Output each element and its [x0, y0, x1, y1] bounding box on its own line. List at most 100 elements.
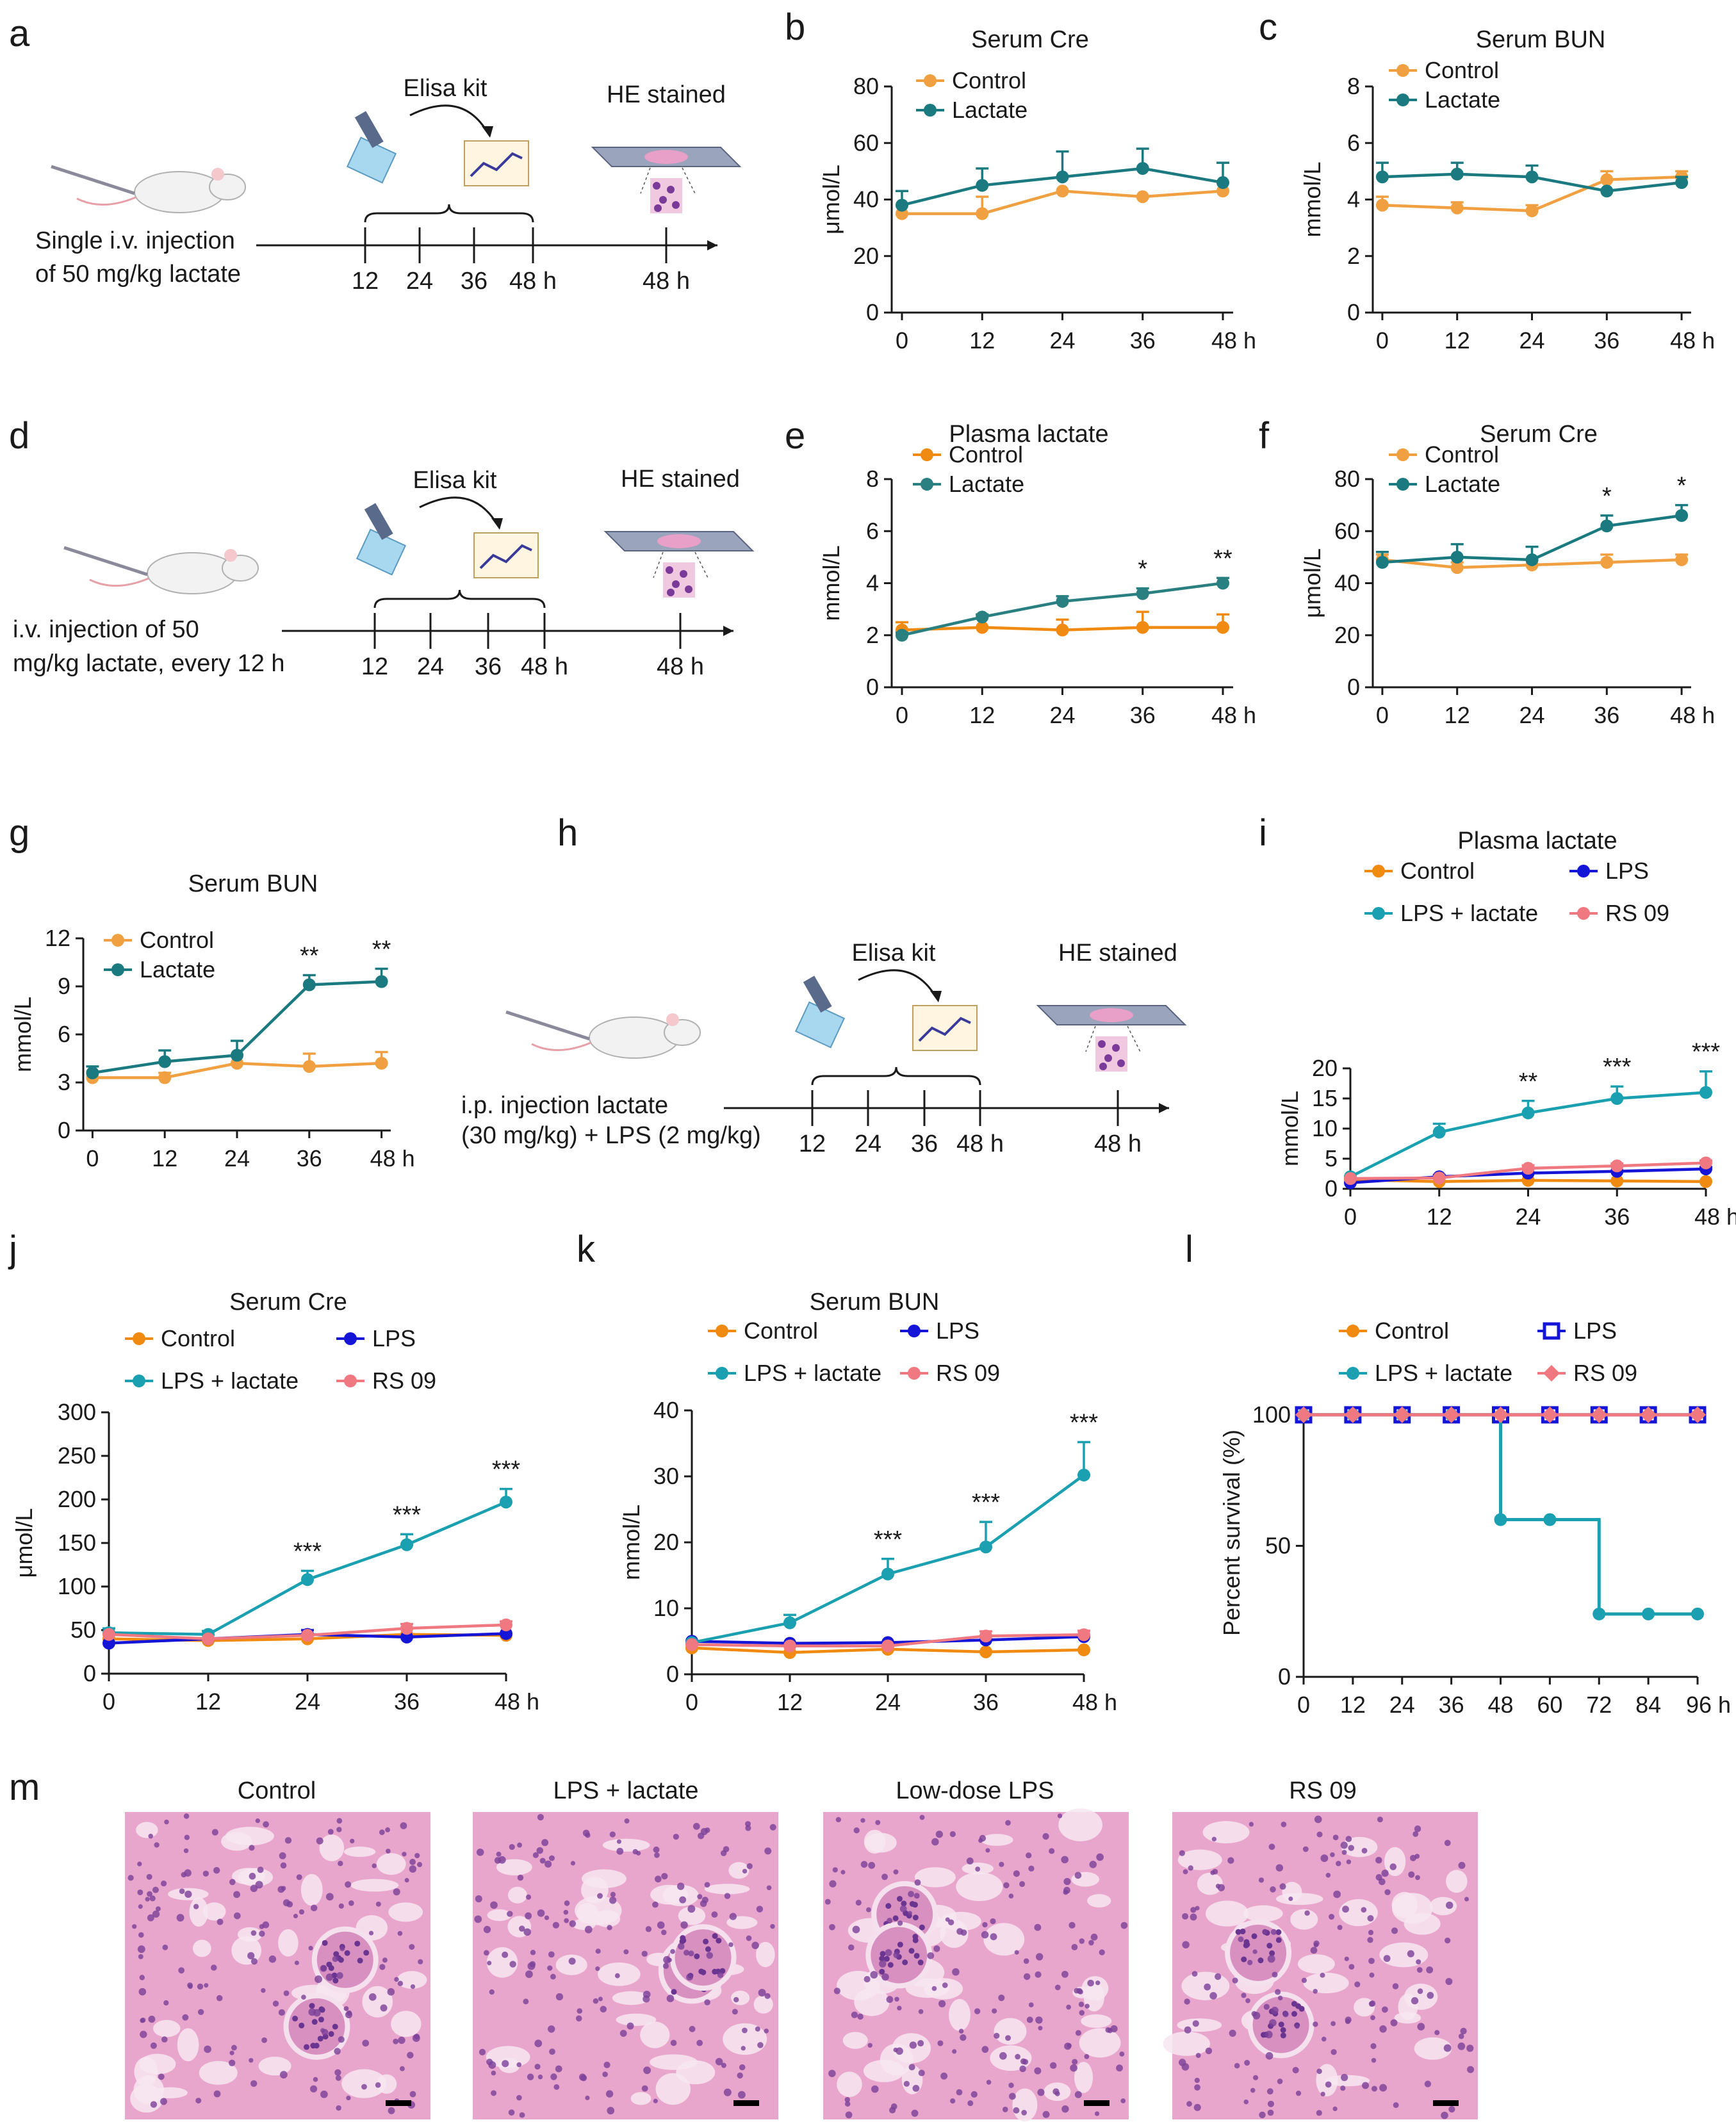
mouse-tail-icon [89, 577, 149, 587]
nucleus [1054, 2091, 1060, 2096]
nucleus [879, 1968, 885, 1975]
nucleus [1272, 1971, 1278, 1978]
series-lactate [895, 576, 1230, 642]
nucleus [523, 1998, 529, 2005]
nucleus [1028, 1865, 1035, 1872]
nucleus [909, 2041, 917, 2049]
timeline-tick-label: 36 [911, 1130, 938, 1157]
nucleus [386, 1849, 391, 1854]
nucleus [947, 1919, 954, 1926]
tubule-lumen [983, 1923, 1025, 1956]
nucleus [899, 1905, 907, 1913]
nucleus [990, 1933, 997, 1941]
legend-label: Lactate [1425, 471, 1500, 497]
nucleus [402, 1852, 407, 1857]
nucleus [1079, 2010, 1085, 2016]
x-tick-label: 36 [1130, 327, 1156, 354]
y-tick-label: 20 [653, 1529, 679, 1555]
injection-text: of 50 mg/kg lactate [35, 261, 241, 288]
nucleus [325, 1973, 334, 1981]
nucleus [885, 1903, 892, 1909]
significance-label: *** [293, 1538, 322, 1565]
data-point [1699, 1086, 1712, 1099]
mouse-head-icon [222, 555, 259, 582]
significance-label: *** [874, 1526, 903, 1553]
nucleus [598, 1996, 603, 2002]
nucleus [1252, 1949, 1257, 1954]
nucleus [147, 1891, 152, 1897]
chart-f: Serum Cre 0 20 40 60 80 0 12 24 36 48 h μmol/L * * Con… [1299, 421, 1715, 728]
legend-swatch-marker [1543, 1365, 1560, 1382]
chart-title: Serum BUN [1476, 26, 1606, 53]
nucleus [261, 2037, 268, 2043]
nucleus [1367, 1914, 1374, 1922]
nucleus [887, 1918, 893, 1924]
tubule-lumen [1341, 1836, 1378, 1857]
nucleus [1316, 2110, 1322, 2116]
nucleus [1095, 1980, 1101, 1986]
x-tick-label: 0 [1376, 702, 1389, 728]
x-tick-label: 12 [152, 1145, 177, 1171]
legend-label: Control [1400, 858, 1475, 884]
nucleus [163, 2000, 169, 2006]
nucleus [1003, 1882, 1010, 1889]
tubule-lumen [1379, 1942, 1429, 1968]
injection-text: i.p. injection lactate [461, 1092, 668, 1119]
nucleus [1416, 1959, 1421, 1965]
legend-swatch-marker [716, 1325, 728, 1337]
nucleus [712, 1968, 718, 1975]
nucleus [610, 1891, 616, 1897]
data-point [1216, 576, 1230, 590]
nucleus [614, 1973, 620, 1979]
nucleus [829, 1923, 835, 1930]
nucleus [670, 2039, 677, 2046]
nucleus [1084, 2053, 1090, 2059]
process-arrowhead [930, 991, 942, 1002]
nucleus [150, 2101, 158, 2108]
nucleus [137, 1889, 143, 1895]
nucleus [346, 2095, 351, 2101]
nucleus [1035, 1953, 1044, 1961]
nucleus [766, 1885, 772, 1891]
nucleus [268, 1955, 277, 1963]
y-axis-label: mmol/L [818, 545, 844, 621]
nucleus [407, 2052, 414, 2059]
nucleus [1071, 1944, 1078, 1950]
nucleus [998, 1995, 1005, 2002]
nucleus [160, 1880, 167, 1887]
nucleus [1066, 2004, 1071, 2010]
nucleus [150, 2042, 157, 2049]
nucleus [1194, 2077, 1200, 2084]
chart-title: Plasma lactate [949, 421, 1108, 448]
timeline-tick-label: 24 [855, 1130, 881, 1157]
injection-text: i.v. injection of 50 [13, 616, 199, 643]
nucleus [860, 1861, 868, 1868]
nucleus [137, 1945, 145, 1954]
legend-label: Lactate [140, 956, 215, 983]
nucleus [247, 1952, 255, 1959]
nucleus [259, 1930, 265, 1937]
data-point [400, 1622, 413, 1635]
syringe-icon [63, 546, 148, 576]
y-tick-label: 0 [1325, 1175, 1338, 1202]
nucleus [641, 2085, 648, 2092]
tubule-lumen [640, 2021, 670, 2048]
nucleus [338, 1861, 343, 1866]
nucleus [281, 1886, 286, 1891]
nucleus [380, 2004, 388, 2012]
significance-label: * [1677, 473, 1687, 500]
nucleus [733, 1996, 739, 2003]
nucleus [886, 1996, 894, 2004]
data-point [1443, 1406, 1460, 1423]
nucleus-dot [659, 196, 667, 204]
y-tick-label: 10 [1312, 1115, 1338, 1141]
nucleus [1241, 1956, 1247, 1963]
series-rs-09 [1295, 1406, 1706, 1423]
significance-label: ** [372, 936, 391, 963]
x-tick-label: 48 h [370, 1145, 415, 1171]
nucleus [1241, 1993, 1247, 1998]
nucleus [1313, 1943, 1319, 1948]
nucleus [1393, 2102, 1399, 2109]
tubule-lumen [837, 2071, 862, 2097]
